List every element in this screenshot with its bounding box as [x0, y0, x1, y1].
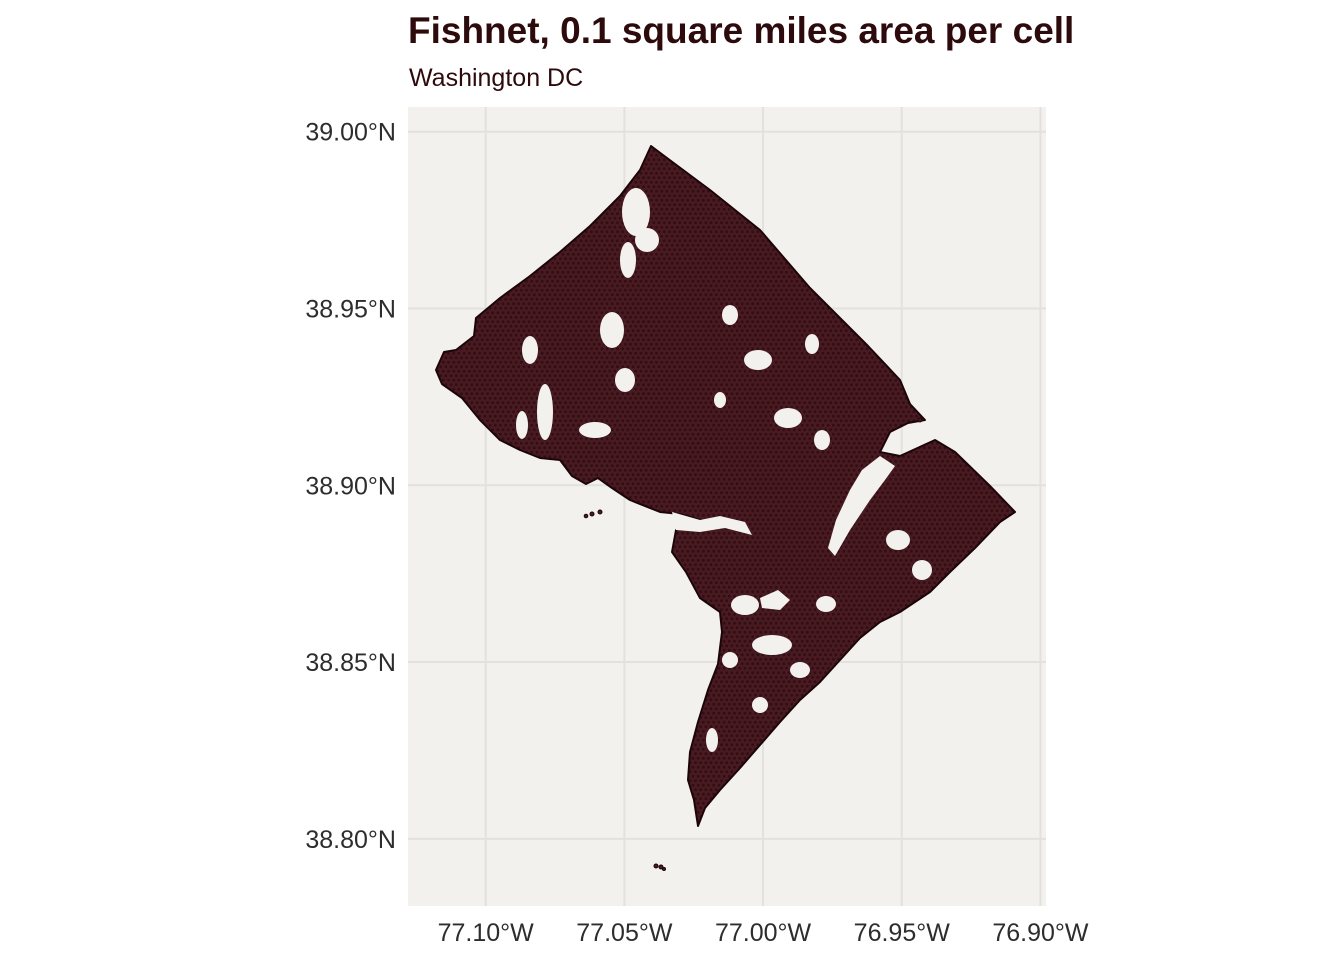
- x-tick-label: 77.05°W: [576, 919, 673, 947]
- dc-fishnet-cells: [435, 145, 1016, 827]
- x-tick-label: 77.00°W: [715, 919, 812, 947]
- lakes-and-rivers: [516, 188, 932, 752]
- y-tick-label: 38.85°N: [305, 649, 396, 677]
- y-tick-label: 39.00°N: [305, 119, 396, 147]
- y-tick-label: 38.80°N: [305, 826, 396, 854]
- x-axis-tick-labels: 77.10°W 77.05°W 77.00°W 76.95°W 76.90°W: [438, 919, 1089, 947]
- map-subtitle: Washington DC: [409, 64, 584, 92]
- y-tick-label: 38.90°N: [305, 472, 396, 500]
- x-tick-label: 76.90°W: [992, 919, 1089, 947]
- x-tick-label: 76.95°W: [854, 919, 951, 947]
- dc-fishnet-region: [435, 145, 1016, 871]
- y-tick-label: 38.95°N: [305, 296, 396, 324]
- island-cells: [583, 417, 923, 871]
- map-title: Fishnet, 0.1 square miles area per cell: [408, 10, 1075, 51]
- x-tick-label: 77.10°W: [438, 919, 535, 947]
- y-axis-tick-labels: 38.80°N 38.85°N 38.90°N 38.95°N 39.00°N: [305, 119, 396, 854]
